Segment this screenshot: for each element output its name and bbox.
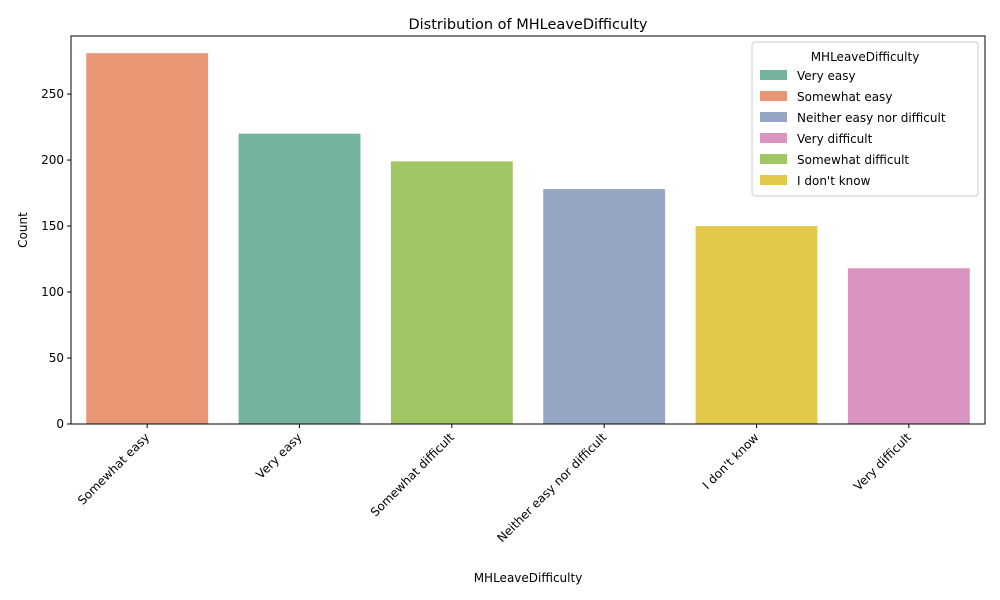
bar-very-easy (238, 133, 361, 425)
bar-neither-easy-nor-difficult (543, 189, 666, 424)
chart-title: Distribution of MHLeaveDifficulty (408, 17, 647, 33)
bar-somewhat-easy (86, 53, 209, 424)
y-tick-label: 50 (49, 351, 64, 365)
legend-swatch (760, 133, 787, 143)
x-tick-label: Neither easy nor difficult (494, 430, 609, 545)
legend-swatch (760, 91, 787, 101)
x-tick-label: Somewhat easy (75, 430, 152, 507)
legend-swatch (760, 175, 787, 185)
bar-i-don-t-know (695, 226, 818, 424)
legend-swatch (760, 154, 787, 164)
y-tick-label: 250 (41, 87, 64, 101)
y-tick-label: 150 (41, 219, 64, 233)
x-axis: Somewhat easy Very easy Somewhat difficult… (75, 424, 914, 545)
legend-entry-label: Very easy (797, 69, 856, 83)
bar-somewhat-difficult (390, 161, 513, 424)
legend: MHLeaveDifficulty Very easy Somewhat easy N… (751, 41, 979, 197)
legend-entry-label: Very difficult (797, 132, 873, 146)
bars-group (86, 53, 970, 425)
legend-entry-label: Somewhat difficult (797, 153, 909, 167)
y-tick-label: 200 (41, 153, 64, 167)
y-axis: 0 50 100 150 200 250 (41, 87, 71, 431)
y-tick-label: 0 (56, 417, 64, 431)
x-tick-label: Very easy (253, 430, 304, 481)
x-tick-label: I don't know (700, 430, 762, 492)
bar-very-difficult (847, 268, 970, 424)
x-tick-label: Somewhat difficult (368, 430, 457, 519)
legend-swatch (760, 70, 787, 80)
legend-entry-label: I don't know (797, 174, 871, 188)
y-axis-label: Count (16, 212, 30, 248)
y-tick-label: 100 (41, 285, 64, 299)
plot-frame (70, 35, 986, 425)
legend-title: MHLeaveDifficulty (811, 50, 920, 64)
legend-swatch (760, 112, 787, 122)
x-tick-label: Very difficult (851, 430, 914, 493)
x-axis-label: MHLeaveDifficulty (474, 571, 583, 585)
legend-entry-label: Neither easy nor difficult (797, 111, 946, 125)
legend-box (751, 41, 979, 197)
legend-entry-label: Somewhat easy (797, 90, 892, 104)
